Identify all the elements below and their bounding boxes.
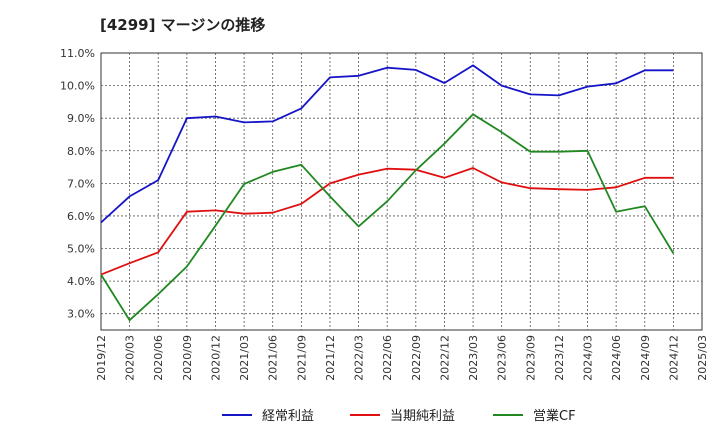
y-tick-label: 10.0% [60, 80, 95, 93]
x-tick-label: 2020/06 [152, 335, 165, 381]
x-tick-label: 2020/09 [181, 335, 194, 381]
y-tick-label: 11.0% [60, 47, 95, 60]
series-line-1 [100, 64, 674, 224]
x-tick-label: 2021/12 [324, 335, 337, 381]
x-tick-label: 2023/12 [553, 335, 566, 381]
y-tick-label: 9.0% [67, 112, 95, 125]
series-line-2 [100, 167, 674, 276]
x-tick-label: 2021/06 [267, 335, 280, 381]
series-line-3 [100, 113, 675, 322]
x-tick-label: 2021/03 [238, 335, 251, 381]
x-tick-label: 2024/06 [610, 335, 623, 381]
y-tick-label: 7.0% [67, 177, 95, 190]
x-tick-label: 2019/12 [95, 335, 108, 381]
y-tick-label: 8.0% [67, 145, 95, 158]
chart-title: [4299] マージンの推移 [100, 16, 266, 34]
x-tick-label: 2023/03 [467, 335, 480, 381]
x-tick-label: 2022/06 [381, 335, 394, 381]
x-tick-label: 2021/09 [295, 335, 308, 381]
y-tick-label: 6.0% [67, 210, 95, 223]
plot-frame [100, 52, 703, 331]
x-tick-label: 2022/12 [438, 335, 451, 381]
x-tick-label: 2020/12 [209, 335, 222, 381]
x-tick-label: 2023/09 [524, 335, 537, 381]
y-tick-label: 5.0% [67, 243, 95, 256]
x-tick-label: 2024/12 [667, 335, 680, 381]
y-tick-label: 3.0% [67, 308, 95, 321]
x-tick-label: 2024/03 [582, 335, 595, 381]
legend-label-3: 営業CF [533, 408, 576, 424]
y-tick-label: 4.0% [67, 275, 95, 288]
legend-label-1: 経常利益 [262, 409, 314, 424]
x-tick-label: 2020/03 [124, 335, 137, 381]
x-tick-label: 2025/03 [696, 335, 709, 381]
x-tick-label: 2022/03 [353, 335, 366, 381]
x-tick-label: 2022/09 [410, 335, 423, 381]
legend-label-2: 当期純利益 [390, 409, 455, 424]
x-tick-label: 2024/09 [639, 335, 652, 381]
x-tick-label: 2023/06 [496, 335, 509, 381]
